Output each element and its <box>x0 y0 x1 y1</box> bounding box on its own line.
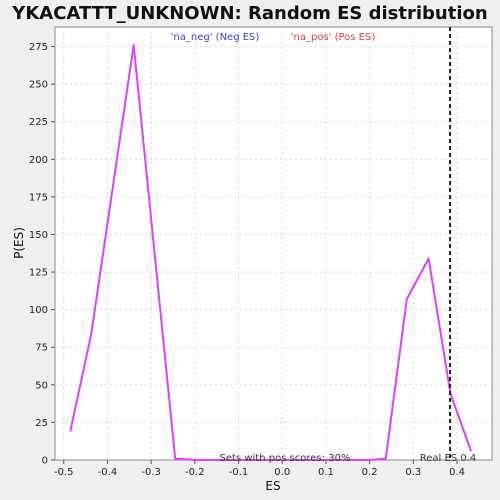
x-tick-label: -0.4 <box>98 467 118 478</box>
x-tick-label: -0.5 <box>54 467 74 478</box>
series-layer <box>69 44 472 461</box>
x-tick-label: 0.2 <box>362 467 378 478</box>
x-tick-label: -0.1 <box>229 467 249 478</box>
labels-layer: ES P(ES) 'na_neg' (Neg ES) 'na_pos' (Pos… <box>12 32 476 493</box>
x-tick-label: 0.4 <box>449 467 465 478</box>
legend-neg-es: 'na_neg' (Neg ES) <box>171 32 260 43</box>
x-axis-label: ES <box>265 479 280 493</box>
x-tick-label: -0.2 <box>185 467 205 478</box>
y-axis-label: P(ES) <box>12 227 26 259</box>
sets-with-pos-scores-label: Sets with pos scores: 30% <box>220 453 351 464</box>
y-tick-label: 175 <box>29 192 48 203</box>
x-tick-label: 0.0 <box>274 467 290 478</box>
chart-title: YKACATTT_UNKNOWN: Random ES distribution <box>11 3 487 24</box>
y-tick-label: 225 <box>29 117 48 128</box>
axes: 0 25 50 75 100 125 150 175 200 225 250 275 -0.5 -0.4 -… <box>29 42 465 478</box>
y-tick-label: 125 <box>29 268 48 279</box>
y-tick-label: 75 <box>35 343 48 354</box>
x-tick-label: 0.3 <box>405 467 421 478</box>
real-es-label: Real ES 0.4 <box>420 453 476 464</box>
plot-area <box>54 26 493 461</box>
y-tick-label: 0 <box>42 456 48 467</box>
x-tick-label: 0.1 <box>318 467 334 478</box>
y-tick-label: 100 <box>29 305 48 316</box>
y-tick-label: 275 <box>29 42 48 53</box>
y-tick-label: 200 <box>29 155 48 166</box>
legend-pos-es: 'na_pos' (Pos ES) <box>291 32 376 43</box>
y-tick-label: 50 <box>35 380 48 391</box>
es-distribution-line <box>69 44 472 461</box>
y-tick-label: 25 <box>35 418 48 429</box>
y-tick-label: 250 <box>29 80 48 91</box>
y-tick-label: 150 <box>29 230 48 241</box>
grid-lines <box>55 27 492 460</box>
x-tick-label: -0.3 <box>141 467 161 478</box>
